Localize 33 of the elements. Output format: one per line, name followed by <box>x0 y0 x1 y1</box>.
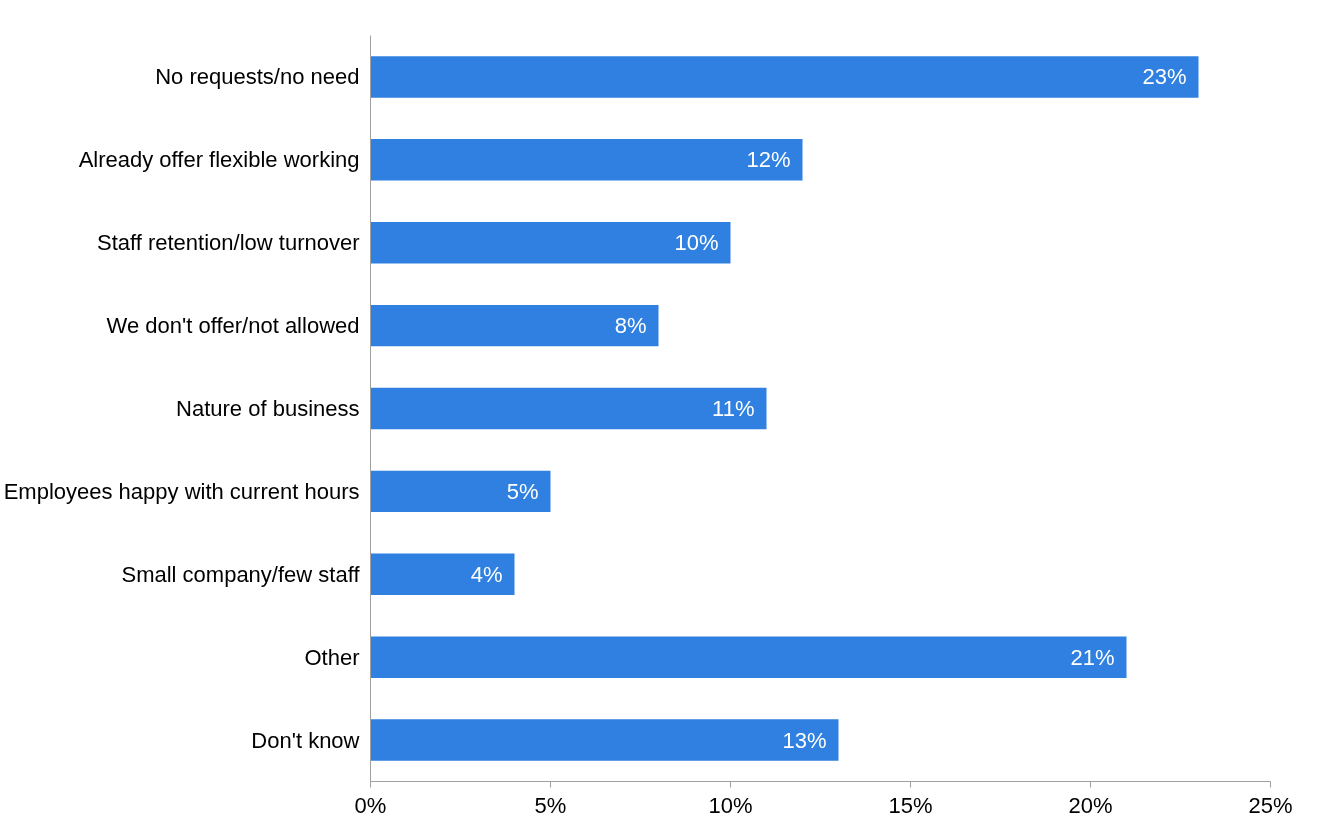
bar <box>370 304 659 347</box>
y-tick-label: We don't offer/not allowed <box>106 313 360 339</box>
bar <box>370 636 1127 678</box>
data-label: 23% <box>1142 64 1187 90</box>
y-tick-label: Staff retention/low turnover <box>96 230 360 256</box>
y-tick-label: Employees happy with current hours <box>3 478 360 504</box>
data-label: 4% <box>470 561 503 587</box>
x-tick-label: 20% <box>1068 792 1113 818</box>
y-tick-label: Nature of business <box>176 396 360 421</box>
y-tick-label: Don't know <box>251 727 360 753</box>
bar <box>370 719 839 761</box>
bar <box>370 387 767 430</box>
x-tick-label: 10% <box>708 792 753 818</box>
x-tick-label: 25% <box>1248 792 1293 818</box>
x-tick-label: 0% <box>354 792 387 818</box>
data-label: 21% <box>1070 644 1115 670</box>
data-label: 11% <box>712 396 755 421</box>
data-label: 8% <box>614 313 647 339</box>
y-tick-label: No requests/no need <box>155 64 360 90</box>
data-label: 12% <box>746 147 791 173</box>
bar <box>370 470 551 513</box>
data-label: 5% <box>506 478 539 504</box>
bar <box>370 139 803 181</box>
x-tick-label: 15% <box>888 792 933 818</box>
data-label: 10% <box>674 230 719 256</box>
bar <box>370 56 1199 98</box>
y-tick-label: Other <box>304 644 360 670</box>
y-tick-label: Small company/few staff <box>121 561 361 587</box>
bar <box>370 222 731 264</box>
x-tick-label: 5% <box>534 792 567 818</box>
data-label: 13% <box>782 727 827 753</box>
y-tick-label: Already offer flexible working <box>78 147 360 173</box>
bar <box>370 553 515 595</box>
